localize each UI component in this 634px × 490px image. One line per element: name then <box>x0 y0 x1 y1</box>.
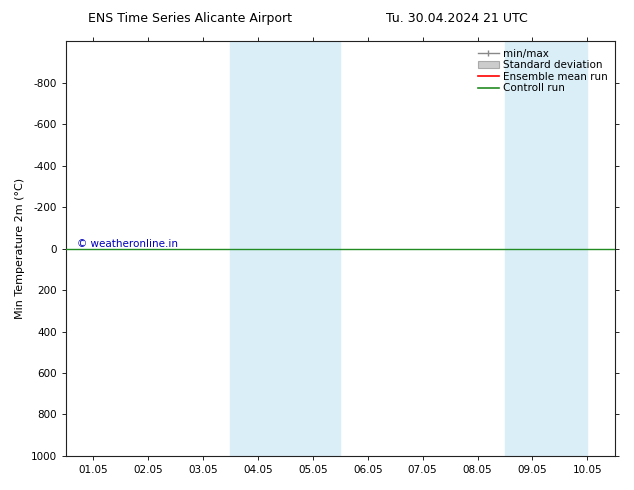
Bar <box>230 41 285 456</box>
Text: © weatheronline.in: © weatheronline.in <box>77 240 178 249</box>
Text: ENS Time Series Alicante Airport: ENS Time Series Alicante Airport <box>88 12 292 25</box>
Bar <box>505 41 547 456</box>
Bar <box>547 41 587 456</box>
Bar <box>285 41 340 456</box>
Legend: min/max, Standard deviation, Ensemble mean run, Controll run: min/max, Standard deviation, Ensemble me… <box>476 47 610 95</box>
Y-axis label: Min Temperature 2m (°C): Min Temperature 2m (°C) <box>15 178 25 319</box>
Text: Tu. 30.04.2024 21 UTC: Tu. 30.04.2024 21 UTC <box>385 12 527 25</box>
